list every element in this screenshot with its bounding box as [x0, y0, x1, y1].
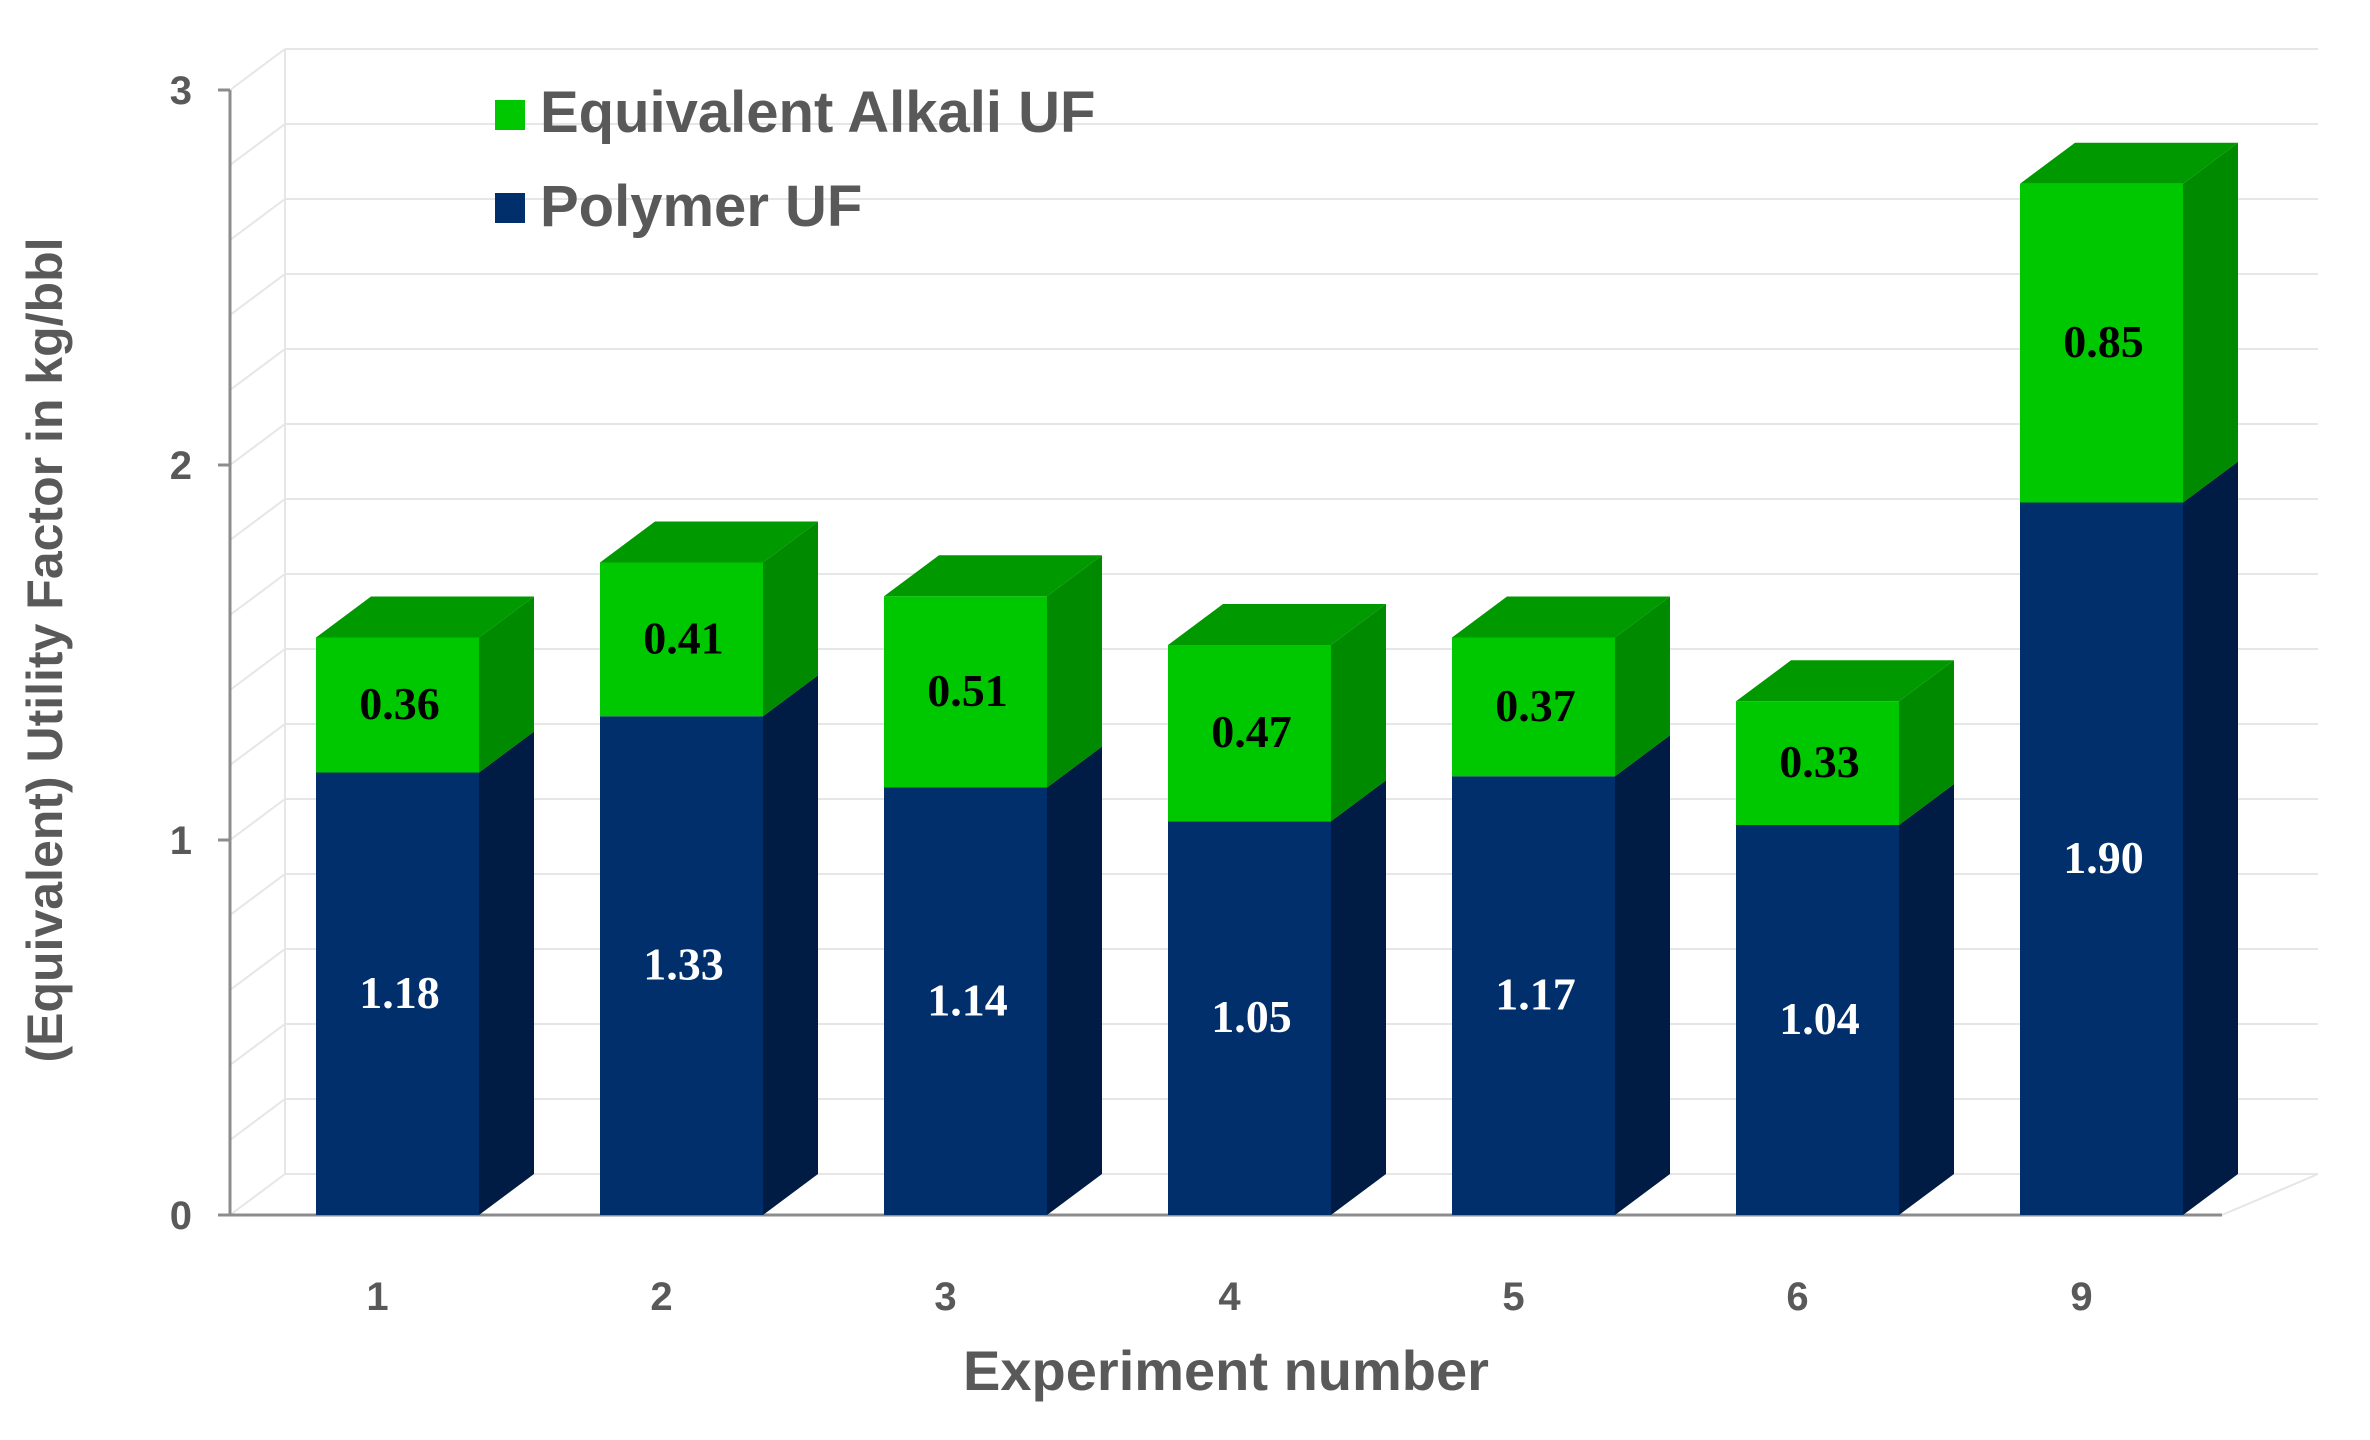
- bar-alkali-front: [316, 637, 479, 773]
- data-label-alkali: 0.47: [1211, 706, 1292, 757]
- x-tick-label: 9: [2070, 1275, 2092, 1319]
- bar-alkali-side: [2183, 142, 2238, 503]
- gridline-side: [229, 798, 286, 841]
- y-axis-title: (Equivalent) Utility Factor in kg/bbl: [17, 237, 73, 1062]
- x-tick-label: 5: [1502, 1275, 1524, 1319]
- x-tick-label: 6: [1786, 1275, 1808, 1319]
- data-label-polymer: 1.33: [643, 939, 724, 990]
- legend-swatch-alkali: [495, 100, 525, 130]
- bar-alkali-front: [1452, 637, 1615, 777]
- gridline-side: [229, 723, 286, 766]
- gridline-side: [229, 648, 286, 691]
- bar-polymer-front: [316, 772, 479, 1215]
- bar-alkali-side: [1899, 660, 1954, 825]
- bar-alkali-front: [1736, 701, 1899, 825]
- bar-alkali-top: [1452, 596, 1670, 638]
- gridline-side: [229, 873, 286, 916]
- bar-polymer-side: [1899, 784, 1954, 1215]
- gridline-side: [229, 198, 286, 241]
- x-axis-title: Experiment number: [963, 1339, 1489, 1402]
- gridline-side: [229, 273, 286, 316]
- x-tick-label: 4: [1218, 1275, 1241, 1319]
- x-tick-label: 3: [934, 1275, 956, 1319]
- bar-alkali-side: [1047, 555, 1102, 788]
- bar-alkali-top: [884, 555, 1102, 597]
- bar-polymer-front: [2020, 502, 2183, 1215]
- data-label-polymer: 1.05: [1211, 991, 1292, 1042]
- y-tick-label: 2: [170, 444, 192, 488]
- bar-polymer-front: [600, 716, 763, 1215]
- legend-label-alkali: Equivalent Alkali UF: [540, 80, 1095, 145]
- x-tick-label: 2: [650, 1275, 672, 1319]
- gridline-side: [229, 498, 286, 541]
- data-label-alkali: 0.37: [1495, 680, 1576, 731]
- data-labels: 1.18 0.36 1.33 0.41 1.14 0.51 1.05 0.47 1.17 0.37…: [359, 316, 2144, 1044]
- gridline-side: [229, 348, 286, 391]
- bar-alkali-top: [1168, 604, 1386, 645]
- data-label-polymer: 1.90: [2063, 832, 2144, 883]
- bar-alkali-top: [316, 596, 534, 638]
- data-label-alkali: 0.36: [359, 678, 440, 729]
- bar-alkali-front: [1168, 645, 1331, 822]
- bar-polymer-side: [1615, 735, 1670, 1215]
- bar-polymer-side: [479, 731, 534, 1215]
- bar-polymer-front: [1168, 821, 1331, 1215]
- data-label-alkali: 0.51: [927, 665, 1008, 716]
- data-label-polymer: 1.17: [1495, 969, 1576, 1020]
- gridline-side: [229, 123, 286, 166]
- bar-polymer-side: [1047, 746, 1102, 1215]
- bar-polymer-front: [1736, 825, 1899, 1215]
- data-label-alkali: 0.41: [643, 612, 724, 663]
- gridline-side: [229, 948, 286, 991]
- bar-alkali-side: [479, 596, 534, 773]
- gridline-side: [229, 1098, 286, 1141]
- gridline-side: [229, 48, 286, 91]
- bar-polymer-front: [884, 787, 1047, 1215]
- x-tick-label: 1: [366, 1275, 388, 1319]
- bar-alkali-top: [600, 521, 818, 563]
- bar-polymer-side: [1331, 780, 1386, 1215]
- gridline-side: [229, 1173, 286, 1216]
- bar-alkali-top: [2020, 142, 2238, 184]
- y-tick-label: 1: [170, 819, 192, 863]
- data-label-alkali: 0.33: [1779, 736, 1860, 787]
- bar-alkali-side: [1615, 596, 1670, 777]
- bar-polymer-front: [1452, 776, 1615, 1215]
- data-label-alkali: 0.85: [2063, 316, 2144, 367]
- y-tick-label: 0: [170, 1194, 192, 1238]
- bar-alkali-front: [2020, 183, 2183, 503]
- bar-alkali-front: [600, 562, 763, 717]
- legend-swatch-polymer: [495, 193, 525, 223]
- gridline-side: [229, 1023, 286, 1066]
- gridline-side: [229, 573, 286, 616]
- data-label-polymer: 1.14: [927, 974, 1008, 1025]
- bar-polymer-side: [2183, 461, 2238, 1215]
- bar-alkali-front: [884, 596, 1047, 788]
- bar-alkali-side: [1331, 604, 1386, 822]
- legend: Equivalent Alkali UF Polymer UF: [495, 80, 1095, 239]
- data-label-polymer: 1.04: [1779, 993, 1860, 1044]
- y-tick-label: 3: [170, 69, 192, 113]
- data-label-polymer: 1.18: [359, 967, 440, 1018]
- bar-alkali-top: [1736, 660, 1954, 702]
- gridline-side: [229, 423, 286, 466]
- legend-label-polymer: Polymer UF: [540, 174, 862, 239]
- bar-alkali-side: [763, 521, 818, 717]
- bars: [316, 142, 2238, 1215]
- floor-edge: [2221, 1173, 2319, 1216]
- bar-polymer-side: [763, 675, 818, 1215]
